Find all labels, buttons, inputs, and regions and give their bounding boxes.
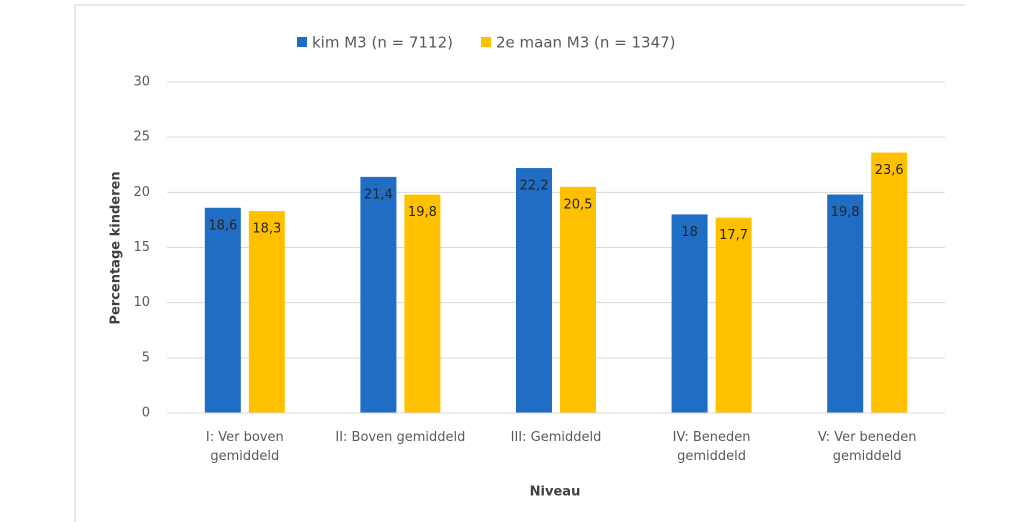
y-tick-label: 20 [133, 185, 150, 200]
data-label: 22,2 [520, 179, 549, 194]
bar [560, 186, 596, 413]
bar [248, 211, 285, 413]
y-tick-label: 0 [142, 406, 150, 421]
bar [516, 168, 552, 413]
y-tick-label: 25 [133, 130, 150, 145]
bar [827, 194, 864, 413]
data-label: 18,6 [208, 218, 237, 233]
x-tick-label: III: Gemiddeld [510, 430, 602, 445]
y-tick-label: 5 [142, 350, 150, 365]
y-tick-label: 30 [133, 75, 150, 90]
data-label: 21,4 [364, 187, 393, 202]
x-tick-label: V: Ver beneden gemiddeld [817, 430, 917, 464]
bar [404, 194, 441, 413]
data-label: 23,6 [875, 163, 904, 178]
y-tick-label: 15 [133, 240, 150, 255]
x-axis-label: Niveau [530, 485, 581, 500]
bar [715, 217, 752, 413]
legend-swatch [480, 37, 491, 47]
data-label: 17,7 [719, 228, 748, 243]
x-tick-label: I: Ver boven gemiddeld [205, 430, 284, 464]
legend-label: kim M3 (n = 7112) [312, 34, 453, 52]
legend-swatch [297, 37, 307, 47]
bar [360, 176, 397, 413]
bar [671, 214, 708, 413]
data-label: 19,8 [408, 205, 437, 220]
y-tick-label: 10 [133, 295, 150, 310]
data-label: 18,3 [252, 222, 281, 237]
data-label: 18 [681, 225, 698, 240]
y-axis-label: Percentage kinderen [109, 171, 124, 324]
bar [204, 207, 241, 413]
data-label: 19,8 [831, 205, 860, 220]
legend-label: 2e maan M3 (n = 1347) [496, 34, 676, 52]
bar [871, 152, 908, 413]
x-tick-label: II: Boven gemiddeld [335, 430, 466, 445]
data-label: 20,5 [564, 197, 593, 212]
x-tick-label: IV: Beneden gemiddeld [672, 430, 751, 464]
